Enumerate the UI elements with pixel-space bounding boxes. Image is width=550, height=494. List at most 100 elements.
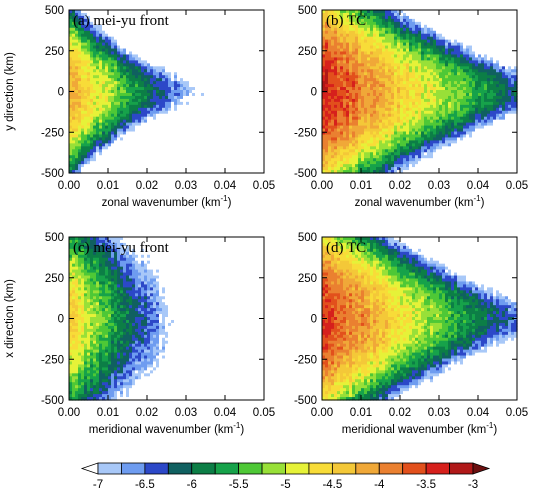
heat-cell	[195, 33, 199, 38]
heat-cell	[180, 164, 184, 168]
heat-cell	[108, 95, 112, 100]
heat-cell	[186, 143, 190, 147]
heat-cell	[138, 92, 142, 97]
heat-cell	[189, 152, 193, 156]
heat-cell	[156, 18, 160, 23]
heat-cell	[183, 66, 187, 70]
heat-cell	[126, 18, 130, 23]
heat-cell	[201, 158, 205, 162]
heat-cell	[135, 10, 139, 14]
heat-cell	[81, 143, 85, 147]
heat-cell	[84, 33, 88, 38]
heat-cell	[108, 107, 112, 112]
heat-cell	[174, 45, 178, 50]
heat-cell	[156, 27, 160, 32]
heat-cell	[111, 24, 115, 29]
heat-cell	[147, 104, 151, 109]
heat-cell	[117, 33, 121, 38]
heat-cell	[180, 72, 184, 76]
heat-cell	[165, 75, 169, 79]
heat-cell	[123, 116, 127, 121]
heat-cell	[72, 113, 76, 118]
heat-cell	[147, 24, 151, 29]
heat-cell	[93, 18, 97, 23]
heat-cell	[102, 60, 106, 64]
heat-cell	[132, 54, 136, 59]
heat-cell	[153, 45, 157, 50]
heat-cell	[114, 170, 118, 174]
heat-cell	[192, 48, 196, 53]
heat-cell	[78, 18, 82, 23]
heat-cell	[129, 90, 133, 94]
heat-cell	[90, 149, 94, 153]
heat-cell	[129, 54, 133, 59]
heat-cell	[108, 66, 112, 70]
heat-cell	[162, 149, 166, 153]
heat-cell	[147, 87, 151, 91]
heat-cell	[174, 42, 178, 47]
heat-cell	[129, 72, 133, 76]
heat-cell	[192, 137, 196, 141]
heat-cell	[177, 170, 181, 174]
heat-cell	[129, 81, 133, 85]
heat-cell	[96, 128, 100, 133]
heat-cell	[78, 21, 82, 26]
heat-cell	[174, 152, 178, 156]
panel-a-xlabel: zonal wavenumber (km-1)	[102, 194, 232, 209]
heat-cell	[195, 155, 199, 159]
heat-cell	[120, 24, 124, 29]
heat-cell	[96, 15, 100, 20]
heat-cell	[96, 140, 100, 144]
heat-cell	[195, 72, 199, 76]
heat-cell	[192, 122, 196, 127]
heat-cell	[114, 51, 118, 56]
heat-cell	[123, 107, 127, 112]
heat-cell	[198, 98, 202, 103]
heat-cell	[87, 107, 91, 112]
heat-cell	[90, 39, 94, 44]
heat-cell	[186, 170, 190, 174]
heat-cell	[99, 10, 103, 14]
heat-cell	[165, 21, 169, 26]
heat-cell	[138, 45, 142, 50]
heat-cell	[129, 137, 133, 141]
heat-cell	[78, 101, 82, 106]
heat-cell	[204, 72, 208, 76]
heat-cell	[129, 98, 133, 103]
heat-cell	[81, 81, 85, 85]
heat-cell	[72, 158, 76, 162]
heat-cell	[198, 21, 202, 26]
heat-cell	[204, 84, 208, 88]
heat-cell	[204, 18, 208, 23]
heat-cell	[117, 149, 121, 153]
heat-cell	[171, 60, 175, 64]
heat-cell	[90, 45, 94, 50]
heat-cell	[141, 12, 145, 17]
heat-cell	[99, 164, 103, 168]
heat-cell	[183, 104, 187, 109]
heat-cell	[120, 104, 124, 109]
heat-cell	[147, 57, 151, 61]
heat-cell	[210, 81, 214, 85]
heat-cell	[165, 119, 169, 124]
heat-cell	[189, 12, 193, 17]
heat-cell	[123, 104, 127, 109]
heat-cell	[132, 66, 136, 70]
heat-cell	[69, 155, 73, 159]
heat-cell	[168, 125, 172, 130]
heat-cell	[75, 27, 79, 32]
heat-cell	[102, 128, 106, 133]
heat-cell	[141, 18, 145, 23]
heat-cell	[87, 104, 91, 109]
heat-cell	[141, 81, 145, 85]
heat-cell	[93, 134, 97, 139]
heat-cell	[180, 12, 184, 17]
heat-cell	[99, 131, 103, 136]
heat-cell	[93, 101, 97, 106]
heat-cell	[114, 10, 118, 14]
heat-cell	[99, 167, 103, 171]
heat-cell	[150, 131, 154, 136]
heat-cell	[129, 18, 133, 23]
heat-cell	[195, 125, 199, 130]
heat-cell	[150, 51, 154, 56]
